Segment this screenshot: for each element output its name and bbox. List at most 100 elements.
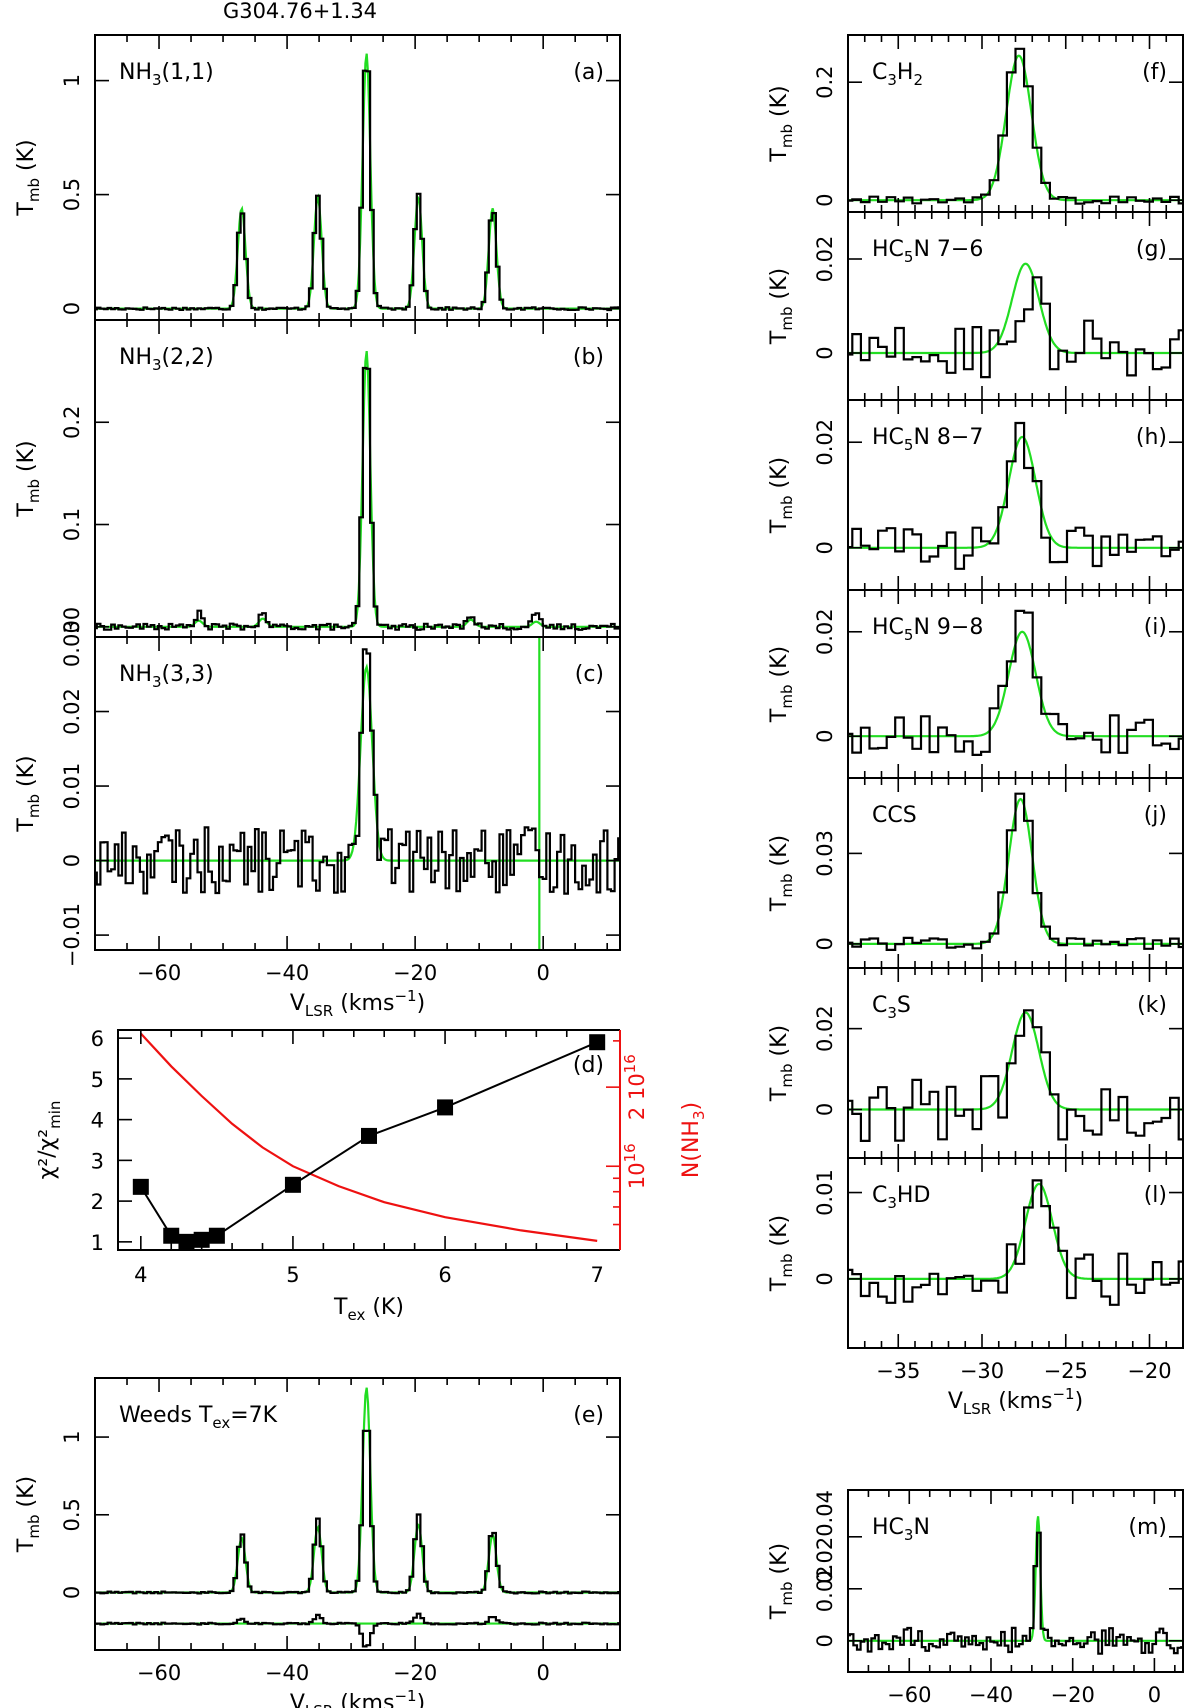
fit-curve-b bbox=[95, 350, 620, 628]
spectrum-m bbox=[848, 1531, 1183, 1655]
species-label-l: C3HD bbox=[872, 1183, 930, 1212]
species-label-e: Weeds Tex=7K bbox=[119, 1403, 278, 1432]
ytick-label-f-1: 0.2 bbox=[813, 65, 837, 98]
ytick-label-a-0: 0 bbox=[60, 302, 84, 315]
ytick-label-m-1: 0.02 bbox=[813, 1565, 837, 1612]
xtick-label-c-3: 0 bbox=[536, 961, 549, 985]
species-label-c: NH3(3,3) bbox=[119, 662, 214, 691]
species-label-k: C3S bbox=[872, 993, 911, 1022]
ytick-label-c-3: 0.02 bbox=[60, 688, 84, 735]
chi2-point bbox=[178, 1233, 195, 1250]
ytick-label-e-1: 0.5 bbox=[60, 1498, 84, 1531]
ytick-label-h-1: 0.02 bbox=[813, 419, 837, 466]
panel-letter-f: (f) bbox=[1142, 60, 1167, 85]
xtick-label-l-0: −35 bbox=[876, 1359, 920, 1383]
xtick-label-d-1: 5 bbox=[286, 1263, 299, 1287]
species-label-h: HC5N 8−7 bbox=[872, 425, 983, 454]
ytick-label-i-1: 0.02 bbox=[813, 608, 837, 655]
ylabel-h: Tmb (K) bbox=[767, 457, 796, 534]
panel-i: 0 0.02 HC5N 9−8 (i) Tmb (K) bbox=[767, 589, 1184, 779]
spectrum-f bbox=[848, 47, 1183, 205]
ytick-label-d-4: 5 bbox=[91, 1068, 104, 1092]
chi2-point bbox=[163, 1227, 180, 1244]
panel-e: 0 0.5 1 −60 −40 −20 0 Weeds Tex=7K (e) Tmb (K) VLS… bbox=[14, 1377, 621, 1708]
chi2-point bbox=[284, 1176, 301, 1193]
frame-m bbox=[847, 1489, 1184, 1673]
ytick-label-a-1: 0.5 bbox=[60, 178, 84, 211]
ylabel-i: Tmb (K) bbox=[767, 646, 796, 723]
ytick-label-b-2: 0.2 bbox=[60, 406, 84, 439]
ytick-label-e-2: 1 bbox=[60, 1430, 84, 1443]
species-label-a: NH3(1,1) bbox=[119, 60, 214, 89]
xtick-label-d-0: 4 bbox=[134, 1263, 147, 1287]
panel-letter-b: (b) bbox=[573, 345, 604, 370]
panel-letter-m: (m) bbox=[1128, 1515, 1167, 1540]
ylabel-c: Tmb (K) bbox=[14, 755, 43, 832]
ylabel-g: Tmb (K) bbox=[767, 268, 796, 345]
xtick-label-m-2: −20 bbox=[1051, 1683, 1095, 1707]
panel-l: 0 0.01 −35 −30 −25 −20 C3HD (l) Tmb (K) VLSR (kms… bbox=[767, 1157, 1184, 1418]
ytick-label-g-1: 0.02 bbox=[813, 236, 837, 283]
panel-letter-d: (d) bbox=[573, 1053, 604, 1078]
ytick-label-l-1: 0.01 bbox=[813, 1169, 837, 1216]
xtick-label-c-1: −40 bbox=[265, 961, 309, 985]
panel-letter-k: (k) bbox=[1137, 993, 1167, 1018]
y2label-d: N(NH3) bbox=[679, 1102, 708, 1178]
spectrum-c bbox=[95, 648, 620, 895]
panel-k: 0 0.02 C3S (k) Tmb (K) bbox=[767, 967, 1184, 1159]
spectrum-k bbox=[848, 1009, 1183, 1142]
panel-d: 1 2 3 4 5 6 4 5 6 7 1016 2 1016 (d) χ²/χ²min N(NH3) Tex… bbox=[35, 1027, 708, 1324]
ylabel-b: Tmb (K) bbox=[14, 440, 43, 517]
xtick-label-l-2: −25 bbox=[1044, 1359, 1088, 1383]
ytick-label-d-2: 3 bbox=[91, 1149, 104, 1173]
chi2-point bbox=[132, 1178, 149, 1195]
panel-a: 0 0.5 1 NH3(1,1) (a) Tmb (K) bbox=[14, 34, 621, 321]
species-label-f: C3H2 bbox=[872, 60, 923, 89]
species-label-m: HC3N bbox=[872, 1515, 930, 1544]
ytick-label-d-5: 6 bbox=[91, 1027, 104, 1051]
ytick-label-m-2: 0.020.04 bbox=[813, 1490, 837, 1584]
xlabel-c: VLSR (kms−1) bbox=[290, 987, 425, 1020]
ytick-label-l-0: 0 bbox=[813, 1272, 837, 1285]
panel-letter-e: (e) bbox=[573, 1403, 604, 1428]
ytick-label-k-1: 0.02 bbox=[813, 1005, 837, 1052]
xlabel-e: VLSR (kms−1) bbox=[290, 1687, 425, 1708]
frame-d bbox=[117, 1029, 620, 1251]
spectrum-h bbox=[848, 421, 1183, 570]
spectrum-g bbox=[848, 276, 1183, 379]
chi2-point bbox=[437, 1099, 454, 1116]
species-label-b: NH3(2,2) bbox=[119, 345, 214, 374]
ytick-label-j-1: 0.03 bbox=[813, 830, 837, 877]
ylabel-f: Tmb (K) bbox=[767, 85, 796, 162]
ytick-label-b-0: 0 bbox=[60, 620, 84, 633]
ytick-label-f-0: 0 bbox=[813, 194, 837, 207]
panel-letter-c: (c) bbox=[575, 662, 604, 687]
ytick-label-c-1: 0 bbox=[60, 854, 84, 867]
panel-letter-j: (j) bbox=[1144, 803, 1167, 828]
xtick-label-l-3: −20 bbox=[1127, 1359, 1171, 1383]
residual-spectrum bbox=[95, 1612, 620, 1648]
xtick-label-c-2: −20 bbox=[393, 961, 437, 985]
chi2-point bbox=[208, 1227, 225, 1244]
ytick-label-k-0: 0 bbox=[813, 1103, 837, 1116]
ylabel-k: Tmb (K) bbox=[767, 1025, 796, 1102]
chi2-point bbox=[193, 1231, 210, 1248]
fit-curve-a bbox=[95, 53, 620, 310]
ylabel-l: Tmb (K) bbox=[767, 1215, 796, 1292]
ytick-label-g-0: 0 bbox=[813, 346, 837, 359]
ytick-label-c-4: 0.030 bbox=[60, 607, 84, 667]
ytick-label-d-3: 4 bbox=[91, 1109, 104, 1133]
spectrum-a bbox=[95, 69, 620, 312]
spectrum-b bbox=[95, 366, 620, 631]
xtick-label-e-3: 0 bbox=[536, 1661, 549, 1685]
spectrum-e bbox=[95, 1429, 620, 1595]
xtick-label-e-1: −40 bbox=[265, 1661, 309, 1685]
xtick-label-e-2: −20 bbox=[393, 1661, 437, 1685]
spectrum-j bbox=[848, 792, 1183, 951]
ylabel-j: Tmb (K) bbox=[767, 835, 796, 912]
ytick-label-c-2: 0.01 bbox=[60, 763, 84, 810]
ylabel-d: χ²/χ²min bbox=[35, 1101, 64, 1180]
panel-letter-a: (a) bbox=[573, 60, 604, 85]
